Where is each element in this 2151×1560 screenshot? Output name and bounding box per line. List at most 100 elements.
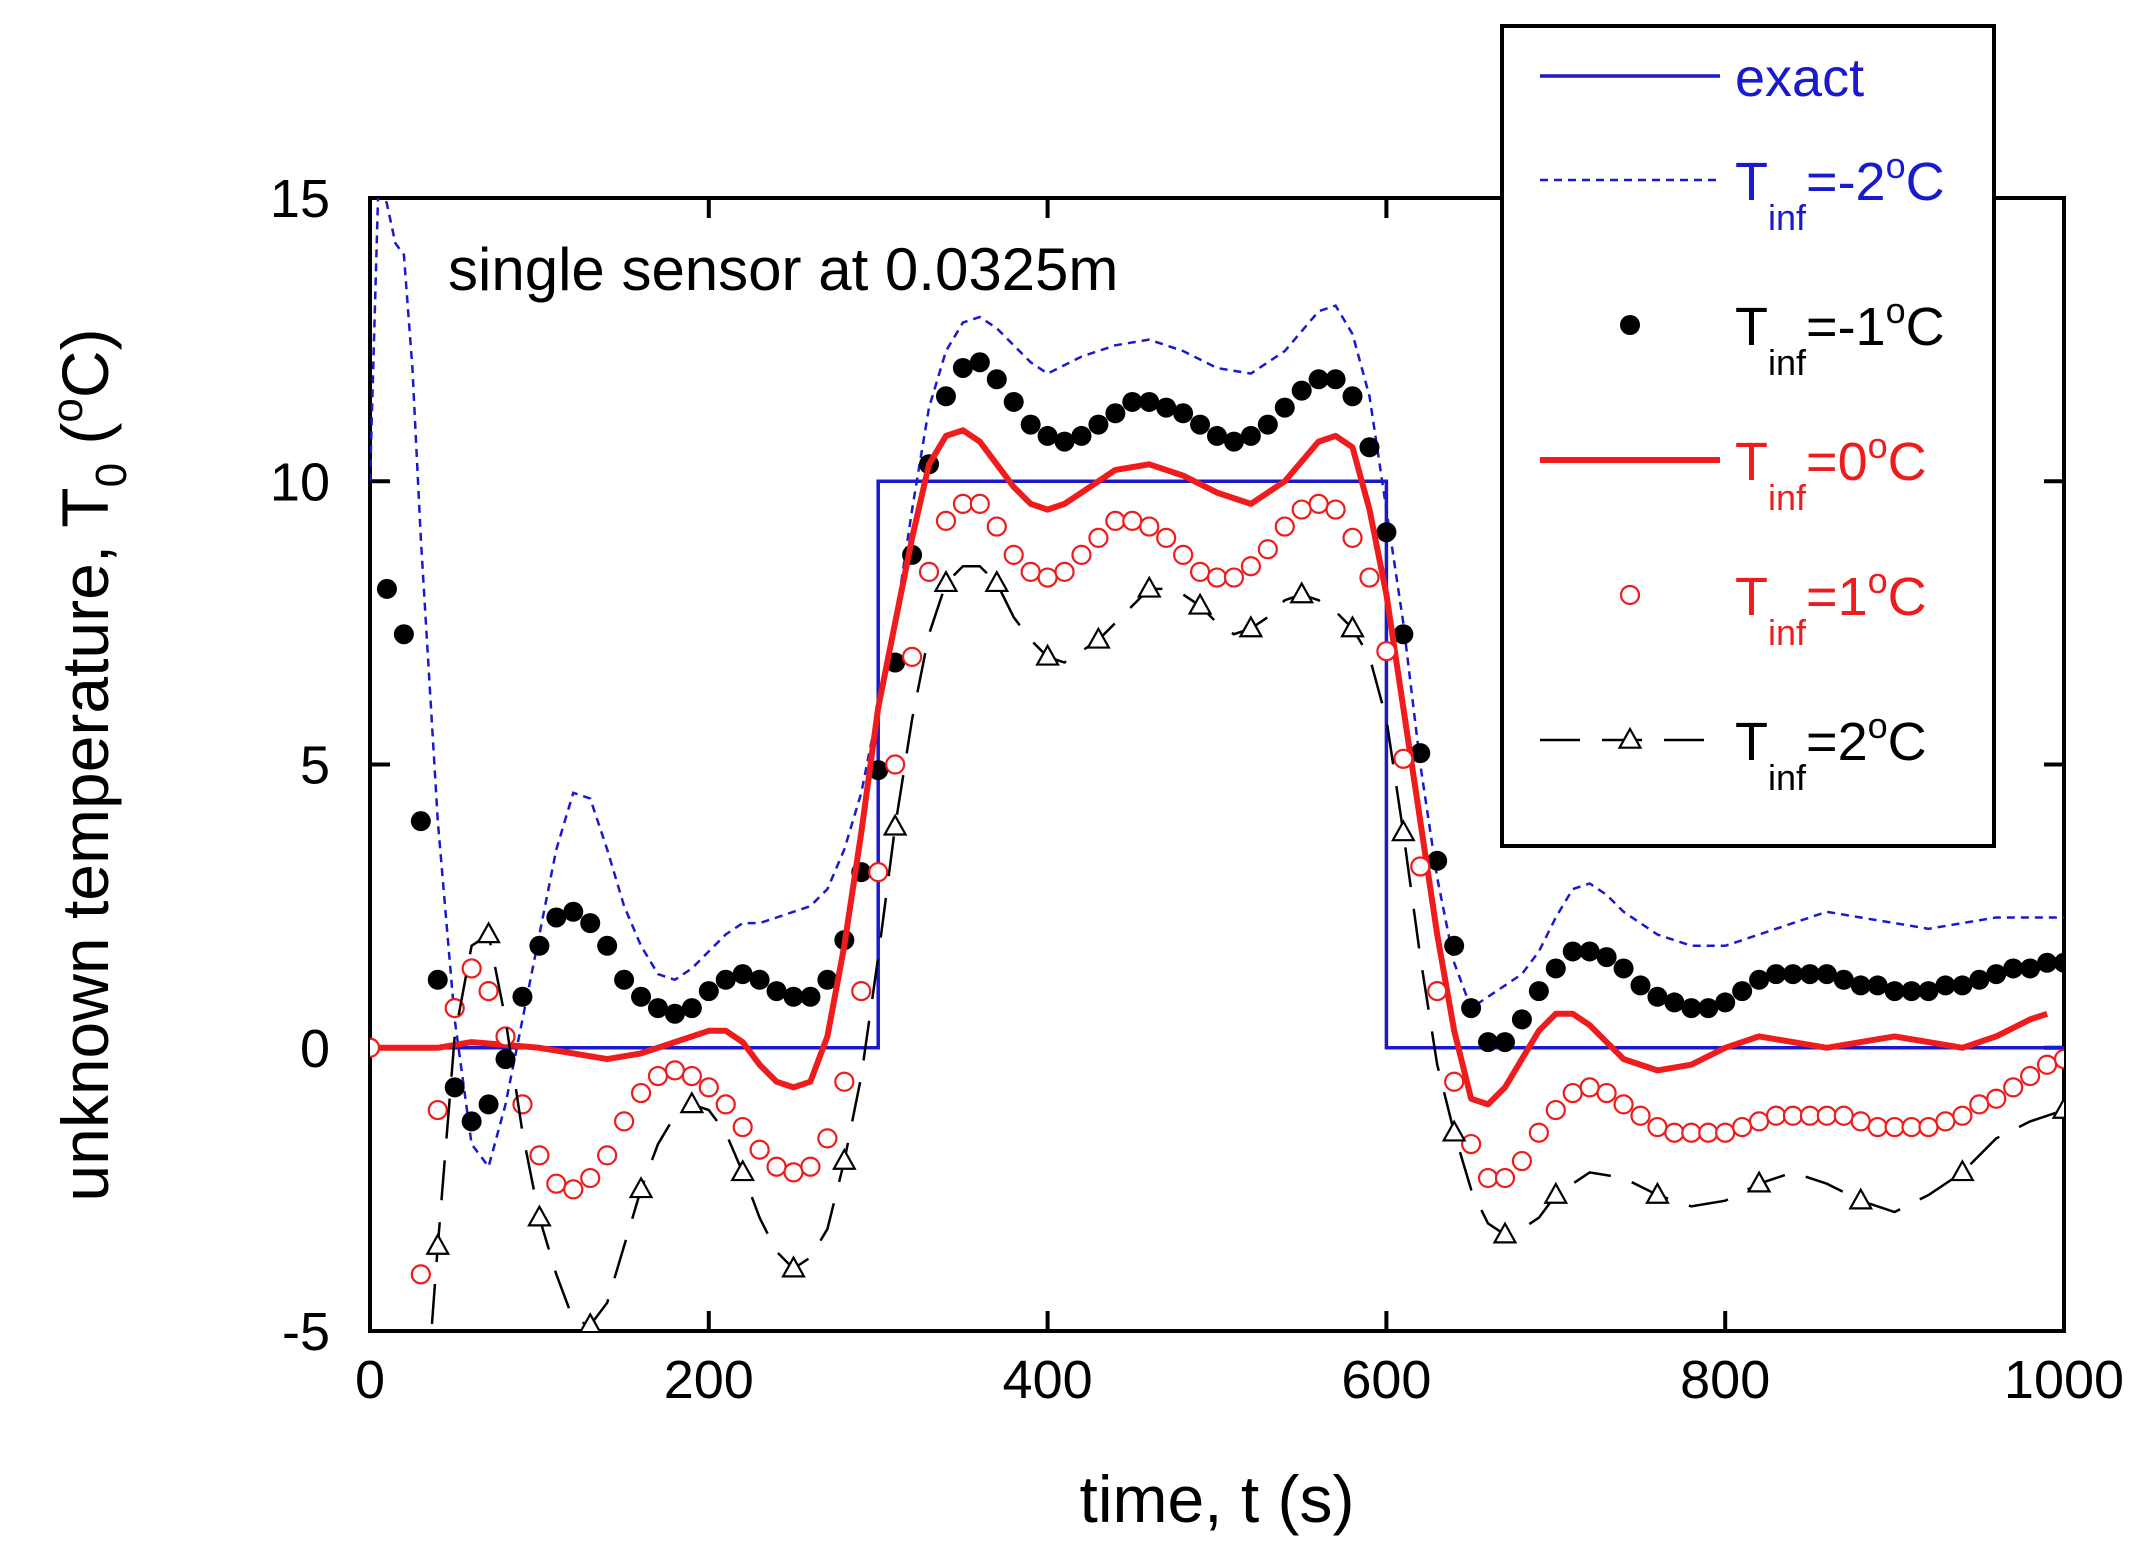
point-tinf_m1: [1749, 969, 1770, 990]
point-tinf_1: [1511, 1150, 1533, 1172]
point-tinf_1: [918, 561, 940, 582]
x-tick-label: 200: [664, 1350, 754, 1410]
point-tinf_m1: [1240, 425, 1261, 446]
point-tinf_m1: [1511, 1009, 1532, 1030]
point-tinf_m1: [1494, 1032, 1515, 1053]
point-tinf_1: [749, 1139, 770, 1160]
point-tinf_1: [766, 1156, 787, 1177]
marker-tinf_2: [2051, 1096, 2064, 1119]
point-tinf_1: [1444, 1071, 1465, 1092]
legend-box: [1500, 24, 1996, 848]
point-tinf_m1: [1630, 975, 1651, 996]
point-tinf_m1: [631, 986, 652, 1007]
marker-tinf_2: [1950, 1159, 1975, 1182]
point-tinf_m1: [1376, 522, 1397, 543]
point-tinf_1: [647, 1065, 669, 1087]
point-tinf_m1: [1782, 964, 1803, 985]
marker-tinf_2: [527, 1204, 552, 1227]
point-tinf_m1: [1325, 369, 1346, 390]
point-tinf_1: [1732, 1116, 1753, 1138]
point-tinf_m1: [1156, 397, 1177, 418]
marker-tinf_2: [730, 1159, 756, 1182]
point-tinf_1: [715, 1094, 736, 1115]
point-tinf_1: [1494, 1167, 1516, 1189]
point-tinf_1: [1393, 748, 1414, 769]
y-axis-title-group: unknown temperature, T0 (oC): [43, 328, 136, 1201]
point-tinf_1: [1986, 1088, 2007, 1109]
point-tinf_m1: [1562, 941, 1583, 962]
point-tinf_1: [1579, 1077, 1600, 1098]
point-tinf_m1: [512, 986, 533, 1007]
point-tinf_1: [1037, 567, 1058, 588]
legend-items: exact Tinf=-2oC Tinf=-1oC Tinf=0oC Tinf=1oC T…: [1540, 48, 1945, 798]
point-tinf_1: [529, 1145, 550, 1166]
point-tinf_1: [681, 1065, 702, 1087]
point-tinf_m1: [1579, 941, 1600, 962]
point-tinf_m1: [1291, 380, 1312, 401]
point-tinf_1: [427, 1099, 448, 1121]
point-tinf_1: [1206, 567, 1228, 588]
y-axis-title-deg: o: [43, 398, 92, 422]
legend-label-tinf_1: Tinf=1oC: [1735, 560, 1927, 653]
point-tinf_m1: [1867, 975, 1888, 996]
point-tinf_1: [1410, 856, 1431, 877]
series-tinf_2: [370, 564, 2064, 1331]
marker-tinf_2: [1289, 581, 1315, 604]
point-tinf_1: [580, 1167, 601, 1189]
legend-item-tinf_2: Tinf=2oC: [1540, 705, 1927, 798]
point-tinf_1: [935, 510, 957, 532]
point-tinf_1: [1782, 1105, 1804, 1126]
y-tick-label: 10: [270, 452, 330, 512]
legend-swatch-tinf_1: [1619, 584, 1641, 606]
point-tinf_1: [901, 646, 923, 667]
point-tinf_m1: [935, 386, 956, 407]
point-tinf_m1: [1207, 425, 1227, 446]
point-tinf_m1: [478, 1094, 499, 1115]
point-tinf_m1: [580, 913, 601, 934]
point-tinf_m1: [1901, 981, 1922, 1002]
x-tick-label: 400: [1003, 1350, 1093, 1410]
point-tinf_m1: [1088, 414, 1109, 435]
y-axis-title-main: unknown temperature, T: [48, 487, 122, 1201]
point-tinf_1: [1054, 561, 1075, 582]
point-tinf_m1: [1545, 958, 1566, 979]
point-tinf_m1: [563, 901, 584, 922]
point-tinf_m1: [1952, 975, 1973, 996]
marker-tinf_2: [1848, 1187, 1874, 1210]
marker-tinf_2: [1238, 615, 1264, 638]
point-tinf_1: [1291, 499, 1312, 520]
point-tinf_m1: [1105, 403, 1126, 424]
point-tinf_1: [1630, 1105, 1651, 1126]
point-tinf_m1: [1054, 431, 1075, 452]
point-tinf_1: [1071, 544, 1092, 565]
point-tinf_1: [1156, 527, 1177, 549]
point-tinf_m1: [969, 352, 990, 373]
point-tinf_1: [1698, 1122, 1719, 1143]
point-tinf_m1: [681, 998, 702, 1019]
point-tinf_1: [2036, 1054, 2058, 1075]
point-tinf_m1: [1190, 414, 1211, 435]
point-tinf_1: [783, 1162, 804, 1183]
point-tinf_m1: [1071, 425, 1092, 446]
marker-tinf_2: [1136, 575, 1162, 598]
legend: exact Tinf=-2oC Tinf=-1oC Tinf=0oC Tinf=1oC T…: [1500, 24, 1996, 848]
point-tinf_m1: [1173, 403, 1194, 424]
point-tinf_m1: [1223, 431, 1244, 452]
point-tinf_1: [1528, 1122, 1549, 1143]
point-tinf_1: [1952, 1105, 1973, 1126]
series-tinf_m2: [370, 198, 2064, 1170]
x-tick-label: 600: [1341, 1350, 1431, 1410]
point-tinf_m1: [1122, 391, 1143, 412]
point-tinf_1: [1223, 567, 1245, 588]
marker-tinf_2: [1086, 626, 1111, 649]
point-tinf_1: [546, 1173, 567, 1194]
point-tinf_m1: [1833, 969, 1854, 990]
point-tinf_1: [1715, 1122, 1736, 1143]
point-tinf_m1: [1816, 964, 1837, 985]
point-tinf_1: [1139, 516, 1160, 537]
point-tinf_1: [1816, 1105, 1837, 1126]
point-tinf_1: [1003, 544, 1024, 565]
point-tinf_1: [461, 958, 482, 979]
point-tinf_m1: [1884, 981, 1905, 1002]
point-tinf_1: [1918, 1116, 1939, 1138]
